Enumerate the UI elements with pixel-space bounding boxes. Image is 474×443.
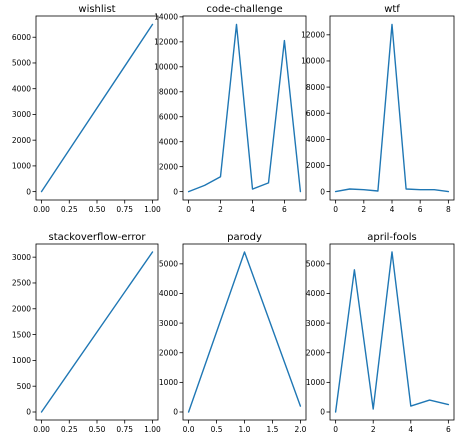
y-tick-label: 5000 bbox=[12, 59, 31, 68]
y-tick-label: 0 bbox=[320, 187, 325, 196]
y-tick-label: 2500 bbox=[12, 279, 31, 288]
y-tick-label: 2000 bbox=[159, 348, 178, 357]
y-tick-label: 0 bbox=[26, 187, 31, 196]
y-tick-label: 2000 bbox=[159, 162, 178, 171]
subplot-wtf: wtf 0 2 4 6 8 0 2000 4000 6000 8000 10000 12000 bbox=[301, 4, 455, 214]
subplot-code-challenge: code-challenge 0 2 4 6 0 2000 4000 6000 8000 10000… bbox=[154, 4, 307, 214]
subplot-title: code-challenge bbox=[206, 4, 282, 15]
x-tick-label: 0.75 bbox=[116, 425, 133, 434]
subplot-parody: parody 0.0 0.5 1.0 1.5 2.0 0 1000 2000 3000 4000 50… bbox=[159, 232, 307, 434]
x-tick-label: 0.00 bbox=[33, 205, 50, 214]
subplot-april-fools: april-fools 0 2 4 6 0 1000 2000 3000 4000 5000 bbox=[306, 232, 455, 434]
y-tick-label: 8000 bbox=[306, 83, 325, 92]
series-line bbox=[40, 251, 154, 413]
x-tick-label: 1.00 bbox=[144, 425, 161, 434]
y-tick-label: 3000 bbox=[12, 253, 31, 262]
axes-frame bbox=[182, 15, 307, 201]
y-tick-label: 2000 bbox=[12, 136, 31, 145]
x-tick-label: 0.50 bbox=[89, 205, 106, 214]
series-line bbox=[334, 251, 450, 413]
y-tick-label: 2000 bbox=[306, 348, 325, 357]
y-tick-label: 4000 bbox=[12, 84, 31, 93]
y-tick-label: 0 bbox=[320, 408, 325, 417]
y-tick-label: 6000 bbox=[159, 112, 178, 121]
y-tick-label: 1000 bbox=[159, 378, 178, 387]
x-tick-label: 1.00 bbox=[144, 205, 161, 214]
axes-frame bbox=[182, 243, 307, 421]
y-tick-label: 10000 bbox=[301, 57, 325, 66]
y-tick-label: 12000 bbox=[301, 31, 325, 40]
y-tick-label: 1000 bbox=[12, 162, 31, 171]
y-tick-label: 3000 bbox=[12, 110, 31, 119]
subplot-stackoverflow-error: stackoverflow-error 0.00 0.25 0.50 0.75 1.00 0… bbox=[12, 232, 161, 434]
axes-frame bbox=[329, 243, 455, 421]
y-tick-label: 500 bbox=[17, 382, 32, 391]
y-tick-label: 4000 bbox=[159, 137, 178, 146]
y-tick-label: 1000 bbox=[12, 356, 31, 365]
y-tick-label: 5000 bbox=[306, 260, 325, 269]
x-tick-label: 6 bbox=[418, 205, 423, 214]
y-tick-label: 1000 bbox=[306, 378, 325, 387]
x-tick-label: 0.75 bbox=[116, 205, 133, 214]
x-tick-label: 0 bbox=[186, 205, 191, 214]
series-line bbox=[334, 23, 450, 193]
subplot-title: stackoverflow-error bbox=[49, 232, 147, 243]
series-line bbox=[187, 251, 302, 413]
y-tick-label: 4000 bbox=[159, 289, 178, 298]
y-tick-label: 4000 bbox=[306, 135, 325, 144]
x-tick-label: 4 bbox=[250, 205, 255, 214]
x-tick-label: 2 bbox=[361, 205, 366, 214]
series-line bbox=[40, 23, 154, 193]
subplot-title: wishlist bbox=[78, 4, 115, 15]
x-tick-label: 0.50 bbox=[89, 425, 106, 434]
y-tick-label: 0 bbox=[173, 408, 178, 417]
axes-frame bbox=[329, 15, 455, 201]
y-tick-label: 3000 bbox=[306, 319, 325, 328]
y-tick-label: 2000 bbox=[12, 304, 31, 313]
x-tick-label: 0.00 bbox=[33, 425, 50, 434]
y-tick-label: 6000 bbox=[12, 33, 31, 42]
y-tick-label: 12000 bbox=[154, 38, 178, 47]
subplot-wishlist: wishlist 0.00 0.25 0.50 0.75 1.00 0 1000 2000 300… bbox=[12, 4, 161, 214]
x-tick-label: 0.25 bbox=[61, 205, 78, 214]
x-tick-label: 4 bbox=[408, 425, 413, 434]
y-tick-label: 4000 bbox=[306, 289, 325, 298]
x-tick-label: 1.5 bbox=[266, 425, 278, 434]
x-tick-label: 6 bbox=[446, 425, 451, 434]
subplot-title: wtf bbox=[384, 4, 400, 15]
y-tick-label: 0 bbox=[26, 408, 31, 417]
x-tick-label: 4 bbox=[390, 205, 395, 214]
y-tick-label: 3000 bbox=[159, 319, 178, 328]
y-tick-label: 1500 bbox=[12, 330, 31, 339]
subplot-title: april-fools bbox=[367, 232, 417, 243]
y-tick-label: 2000 bbox=[306, 161, 325, 170]
x-tick-label: 0.25 bbox=[61, 425, 78, 434]
y-tick-label: 8000 bbox=[159, 87, 178, 96]
x-tick-label: 2 bbox=[371, 425, 376, 434]
x-tick-label: 0.5 bbox=[211, 425, 223, 434]
y-tick-label: 0 bbox=[173, 187, 178, 196]
y-tick-label: 10000 bbox=[154, 63, 178, 72]
subplot-title: parody bbox=[227, 232, 262, 243]
x-tick-label: 1.0 bbox=[239, 425, 251, 434]
x-tick-label: 8 bbox=[446, 205, 451, 214]
y-tick-label: 5000 bbox=[159, 260, 178, 269]
x-tick-label: 2.0 bbox=[294, 425, 306, 434]
x-tick-label: 0 bbox=[333, 425, 338, 434]
y-tick-label: 14000 bbox=[154, 13, 178, 22]
x-tick-label: 0.0 bbox=[183, 425, 195, 434]
series-line bbox=[187, 23, 302, 193]
x-tick-label: 6 bbox=[282, 205, 287, 214]
x-tick-label: 2 bbox=[218, 205, 223, 214]
x-tick-label: 0 bbox=[333, 205, 338, 214]
y-tick-label: 6000 bbox=[306, 109, 325, 118]
